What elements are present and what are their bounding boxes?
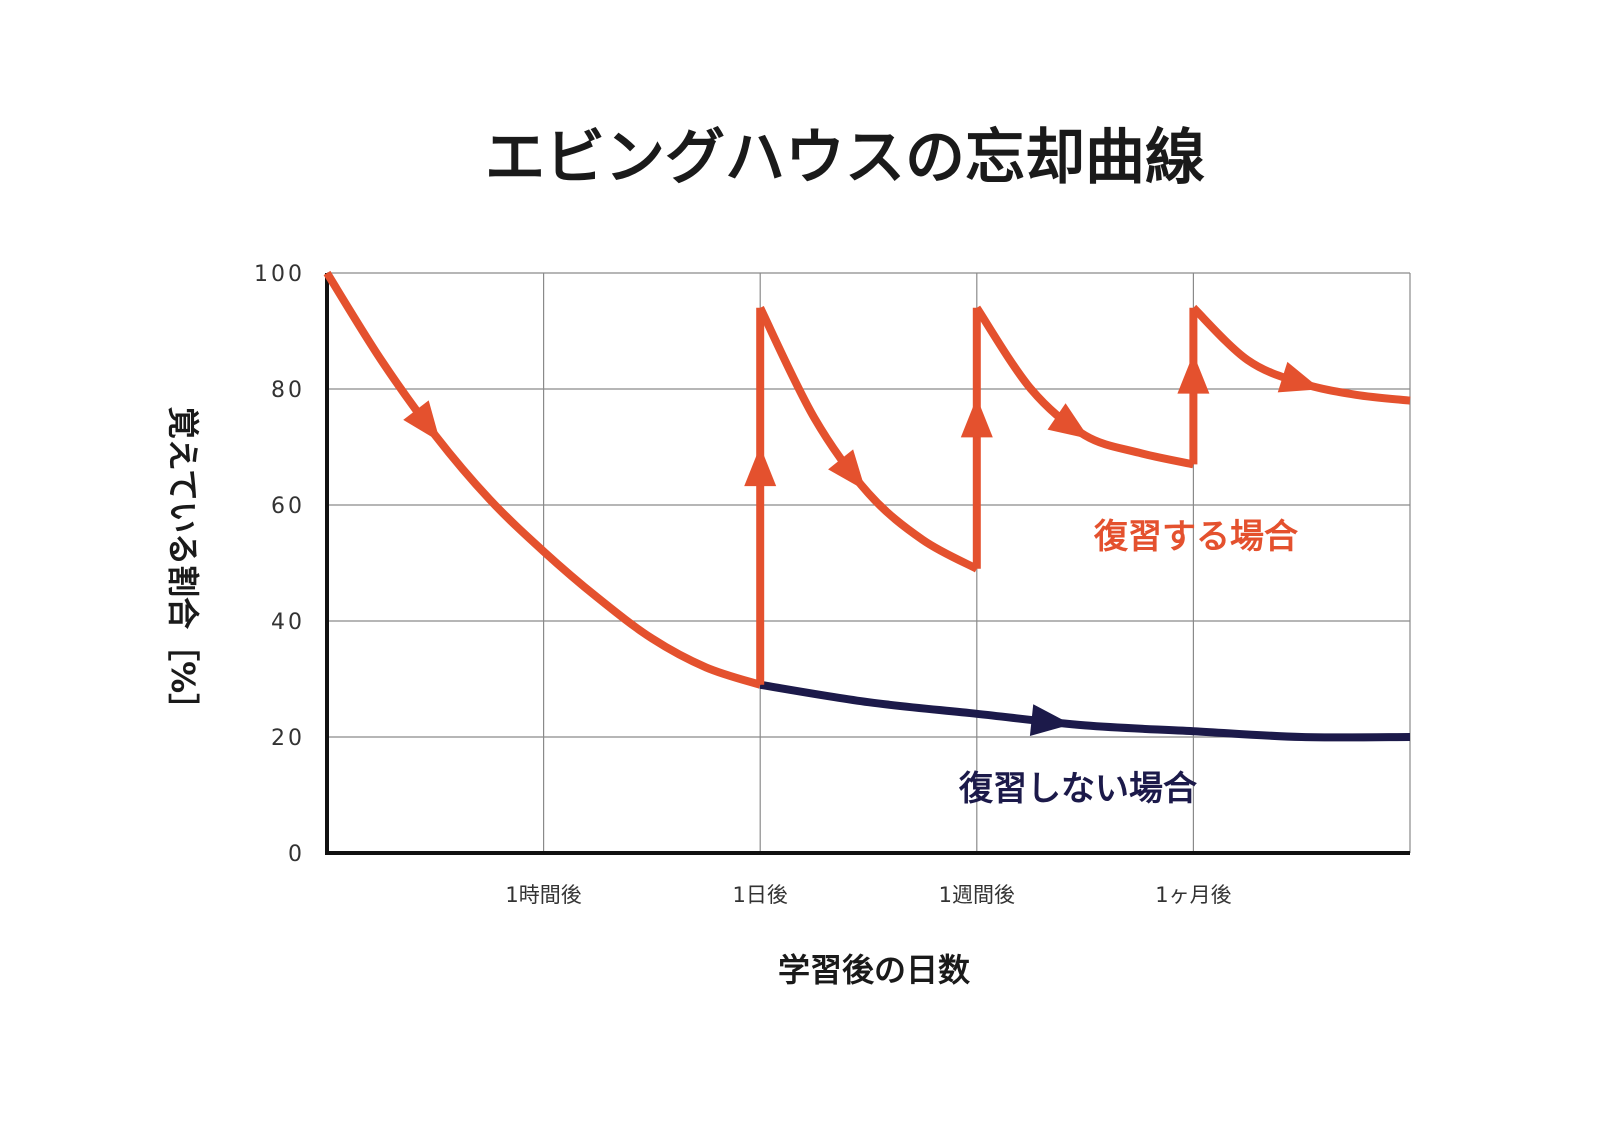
y-tick-labels: 0 20 40 60 80 100 <box>254 262 305 867</box>
direction-arrowhead <box>828 449 866 491</box>
direction-arrowhead <box>1277 361 1321 393</box>
direction-arrowhead <box>1047 403 1090 439</box>
y-tick-label: 100 <box>254 262 305 287</box>
x-tick-label: 1週間後 <box>939 883 1015 907</box>
no-review-curve-segment <box>759 680 1411 742</box>
x-tick-labels: 1時間後 1日後 1週間後 1ヶ月後 <box>505 883 1231 907</box>
direction-arrowhead <box>1029 704 1072 737</box>
y-tick-label: 20 <box>271 726 305 751</box>
y-tick-label: 40 <box>271 610 305 635</box>
y-tick-label: 60 <box>271 494 305 519</box>
review-curve-segment <box>973 305 1195 469</box>
series-label-review: 復習する場合 <box>1093 517 1298 557</box>
axes <box>325 273 1410 855</box>
review-curve-segment <box>756 306 979 573</box>
direction-arrowhead <box>1177 353 1210 394</box>
grid <box>327 272 1411 853</box>
x-tick-label: 1ヶ月後 <box>1155 883 1231 907</box>
series-label-no-review: 復習しない場合 <box>958 769 1197 809</box>
x-axis-title: 学習後の日数 <box>778 951 971 989</box>
chart-title: エビングハウスの忘却曲線 <box>485 123 1205 193</box>
x-tick-label: 1日後 <box>733 883 788 907</box>
direction-arrows <box>403 353 1321 737</box>
direction-arrowhead <box>960 397 993 438</box>
y-tick-label: 80 <box>271 378 305 403</box>
direction-arrowhead <box>403 400 441 442</box>
y-axis-title: 覚えている割合［%］ <box>164 407 202 725</box>
y-tick-label: 0 <box>288 842 305 867</box>
direction-arrowhead <box>744 446 777 487</box>
review-curve-segment <box>323 270 762 689</box>
x-tick-label: 1時間後 <box>505 883 581 907</box>
